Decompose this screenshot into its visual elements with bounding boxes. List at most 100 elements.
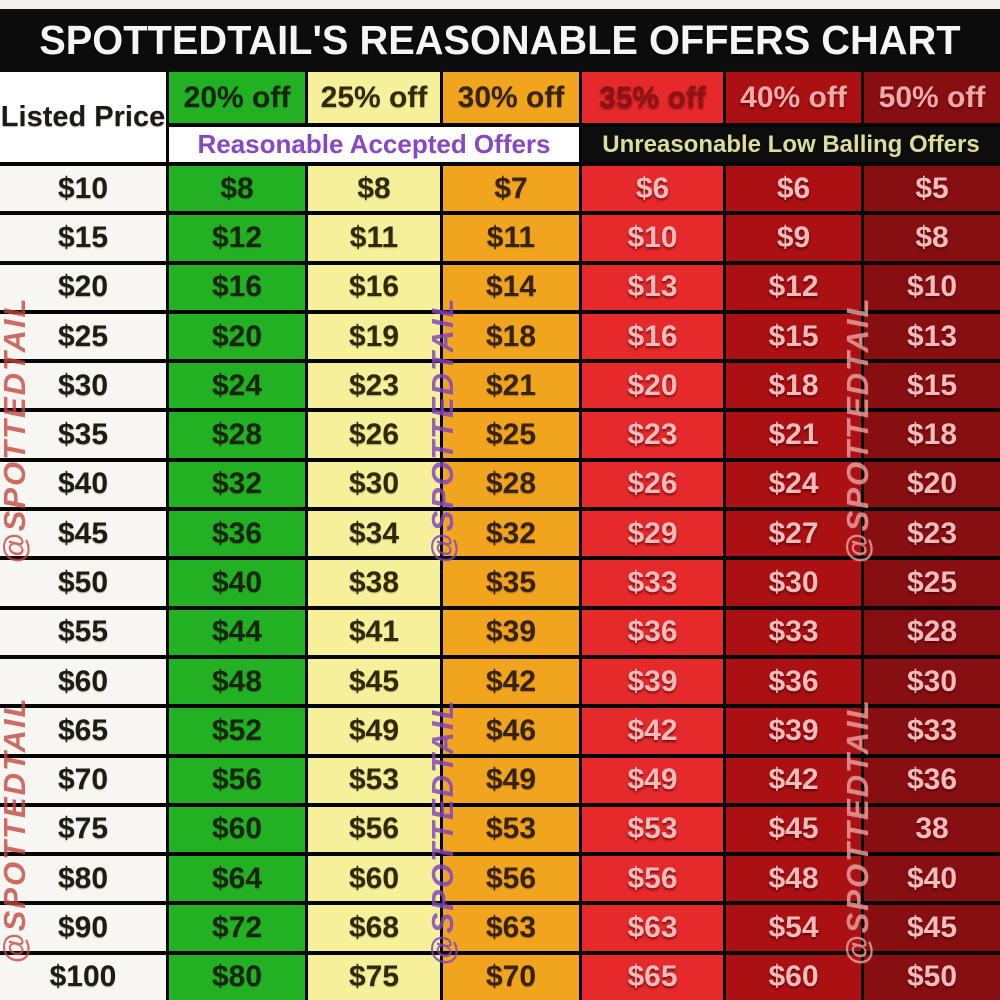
table-cell: $56 (308, 806, 440, 853)
table-cell: $11 (308, 215, 440, 261)
table-cell: $23 (308, 363, 440, 409)
table-cell: $13 (582, 264, 723, 310)
table-cell: $39 (726, 708, 861, 754)
row-label: $70 (0, 757, 166, 803)
table-cell: $33 (864, 708, 1000, 754)
table-cell: $25 (864, 560, 1000, 606)
table-cell: $18 (726, 363, 861, 409)
row-label: $30 (0, 363, 166, 409)
table-cell: $6 (726, 166, 861, 212)
table-cell: $16 (582, 313, 723, 360)
table-cell: $20 (582, 363, 723, 409)
table-cell: $8 (169, 166, 305, 212)
table-cell: $42 (726, 757, 861, 803)
table-cell: $40 (864, 856, 1000, 902)
table-cell: $64 (169, 856, 305, 902)
table-cell: $5 (864, 166, 1000, 212)
table-cell: $19 (308, 313, 440, 360)
group-header: Reasonable Accepted Offers (169, 127, 579, 162)
table-cell: $24 (169, 363, 305, 409)
column-header: 25% off (308, 72, 440, 123)
offers-table: Listed Price 20% off 25% off 30% off 35% off… (0, 72, 1000, 1000)
table-cell: $33 (582, 560, 723, 606)
table-cell: $16 (169, 264, 305, 310)
table-cell: $10 (864, 264, 1000, 310)
table-cell: $56 (169, 757, 305, 803)
row-label: $55 (0, 609, 166, 655)
table-cell: $21 (726, 412, 861, 458)
table-cell: $45 (726, 806, 861, 853)
table-cell: $10 (582, 215, 723, 261)
table-cell: $28 (443, 461, 579, 508)
table-cell: $53 (443, 806, 579, 853)
row-label: $80 (0, 856, 166, 902)
table-cell: $54 (726, 905, 861, 951)
table-cell: $63 (443, 905, 579, 951)
table-cell: $15 (864, 363, 1000, 409)
column-header: Listed Price (0, 72, 166, 162)
table-cell: $75 (308, 954, 440, 1000)
table-cell: 38 (864, 806, 1000, 853)
page-title: SPOTTEDTAIL'S REASONABLE OFFERS CHART (39, 17, 961, 63)
table-cell: $26 (308, 412, 440, 458)
table-cell: $20 (169, 313, 305, 360)
title-bar: SPOTTEDTAIL'S REASONABLE OFFERS CHART (0, 9, 1000, 72)
table-cell: $6 (582, 166, 723, 212)
table-cell: $16 (308, 264, 440, 310)
table-cell: $56 (582, 856, 723, 902)
row-label: $50 (0, 560, 166, 606)
table-cell: $28 (864, 609, 1000, 655)
table-cell: $13 (864, 313, 1000, 360)
table-cell: $49 (443, 757, 579, 803)
row-label: $45 (0, 511, 166, 557)
row-label: $75 (0, 806, 166, 853)
table-cell: $32 (169, 461, 305, 508)
table-cell: $15 (726, 313, 861, 360)
table-cell: $27 (726, 511, 861, 557)
table-cell: $36 (864, 757, 1000, 803)
row-label: $40 (0, 461, 166, 508)
table-cell: $41 (308, 609, 440, 655)
table-cell: $8 (308, 166, 440, 212)
table-cell: $53 (582, 806, 723, 853)
table-cell: $9 (726, 215, 861, 261)
table-cell: $26 (582, 461, 723, 508)
column-header: 30% off (443, 72, 579, 123)
table-cell: $36 (582, 609, 723, 655)
table-cell: $49 (582, 757, 723, 803)
column-header: 35% off (582, 72, 723, 123)
row-label: $10 (0, 166, 166, 212)
table-cell: $30 (308, 461, 440, 508)
table-cell: $33 (726, 609, 861, 655)
table-cell: $18 (443, 313, 579, 360)
table-cell: $60 (726, 954, 861, 1000)
column-header: 50% off (864, 72, 1000, 123)
table-cell: $21 (443, 363, 579, 409)
table-cell: $29 (582, 511, 723, 557)
table-cell: $45 (308, 658, 440, 705)
table-cell: $32 (443, 511, 579, 557)
table-cell: $23 (864, 511, 1000, 557)
table-cell: $60 (308, 856, 440, 902)
table-cell: $36 (726, 658, 861, 705)
table-cell: $39 (582, 658, 723, 705)
table-cell: $68 (308, 905, 440, 951)
table-cell: $42 (443, 658, 579, 705)
row-label: $60 (0, 658, 166, 705)
table-cell: $24 (726, 461, 861, 508)
table-cell: $72 (169, 905, 305, 951)
table-cell: $70 (443, 954, 579, 1000)
table-cell: $35 (443, 560, 579, 606)
table-cell: $7 (443, 166, 579, 212)
table-cell: $20 (864, 461, 1000, 508)
table-cell: $63 (582, 905, 723, 951)
column-header: 20% off (169, 72, 305, 123)
table-cell: $38 (308, 560, 440, 606)
table-cell: $12 (726, 264, 861, 310)
table-cell: $48 (169, 658, 305, 705)
table-cell: $48 (726, 856, 861, 902)
table-cell: $14 (443, 264, 579, 310)
table-cell: $8 (864, 215, 1000, 261)
table-cell: $65 (582, 954, 723, 1000)
table-cell: $56 (443, 856, 579, 902)
